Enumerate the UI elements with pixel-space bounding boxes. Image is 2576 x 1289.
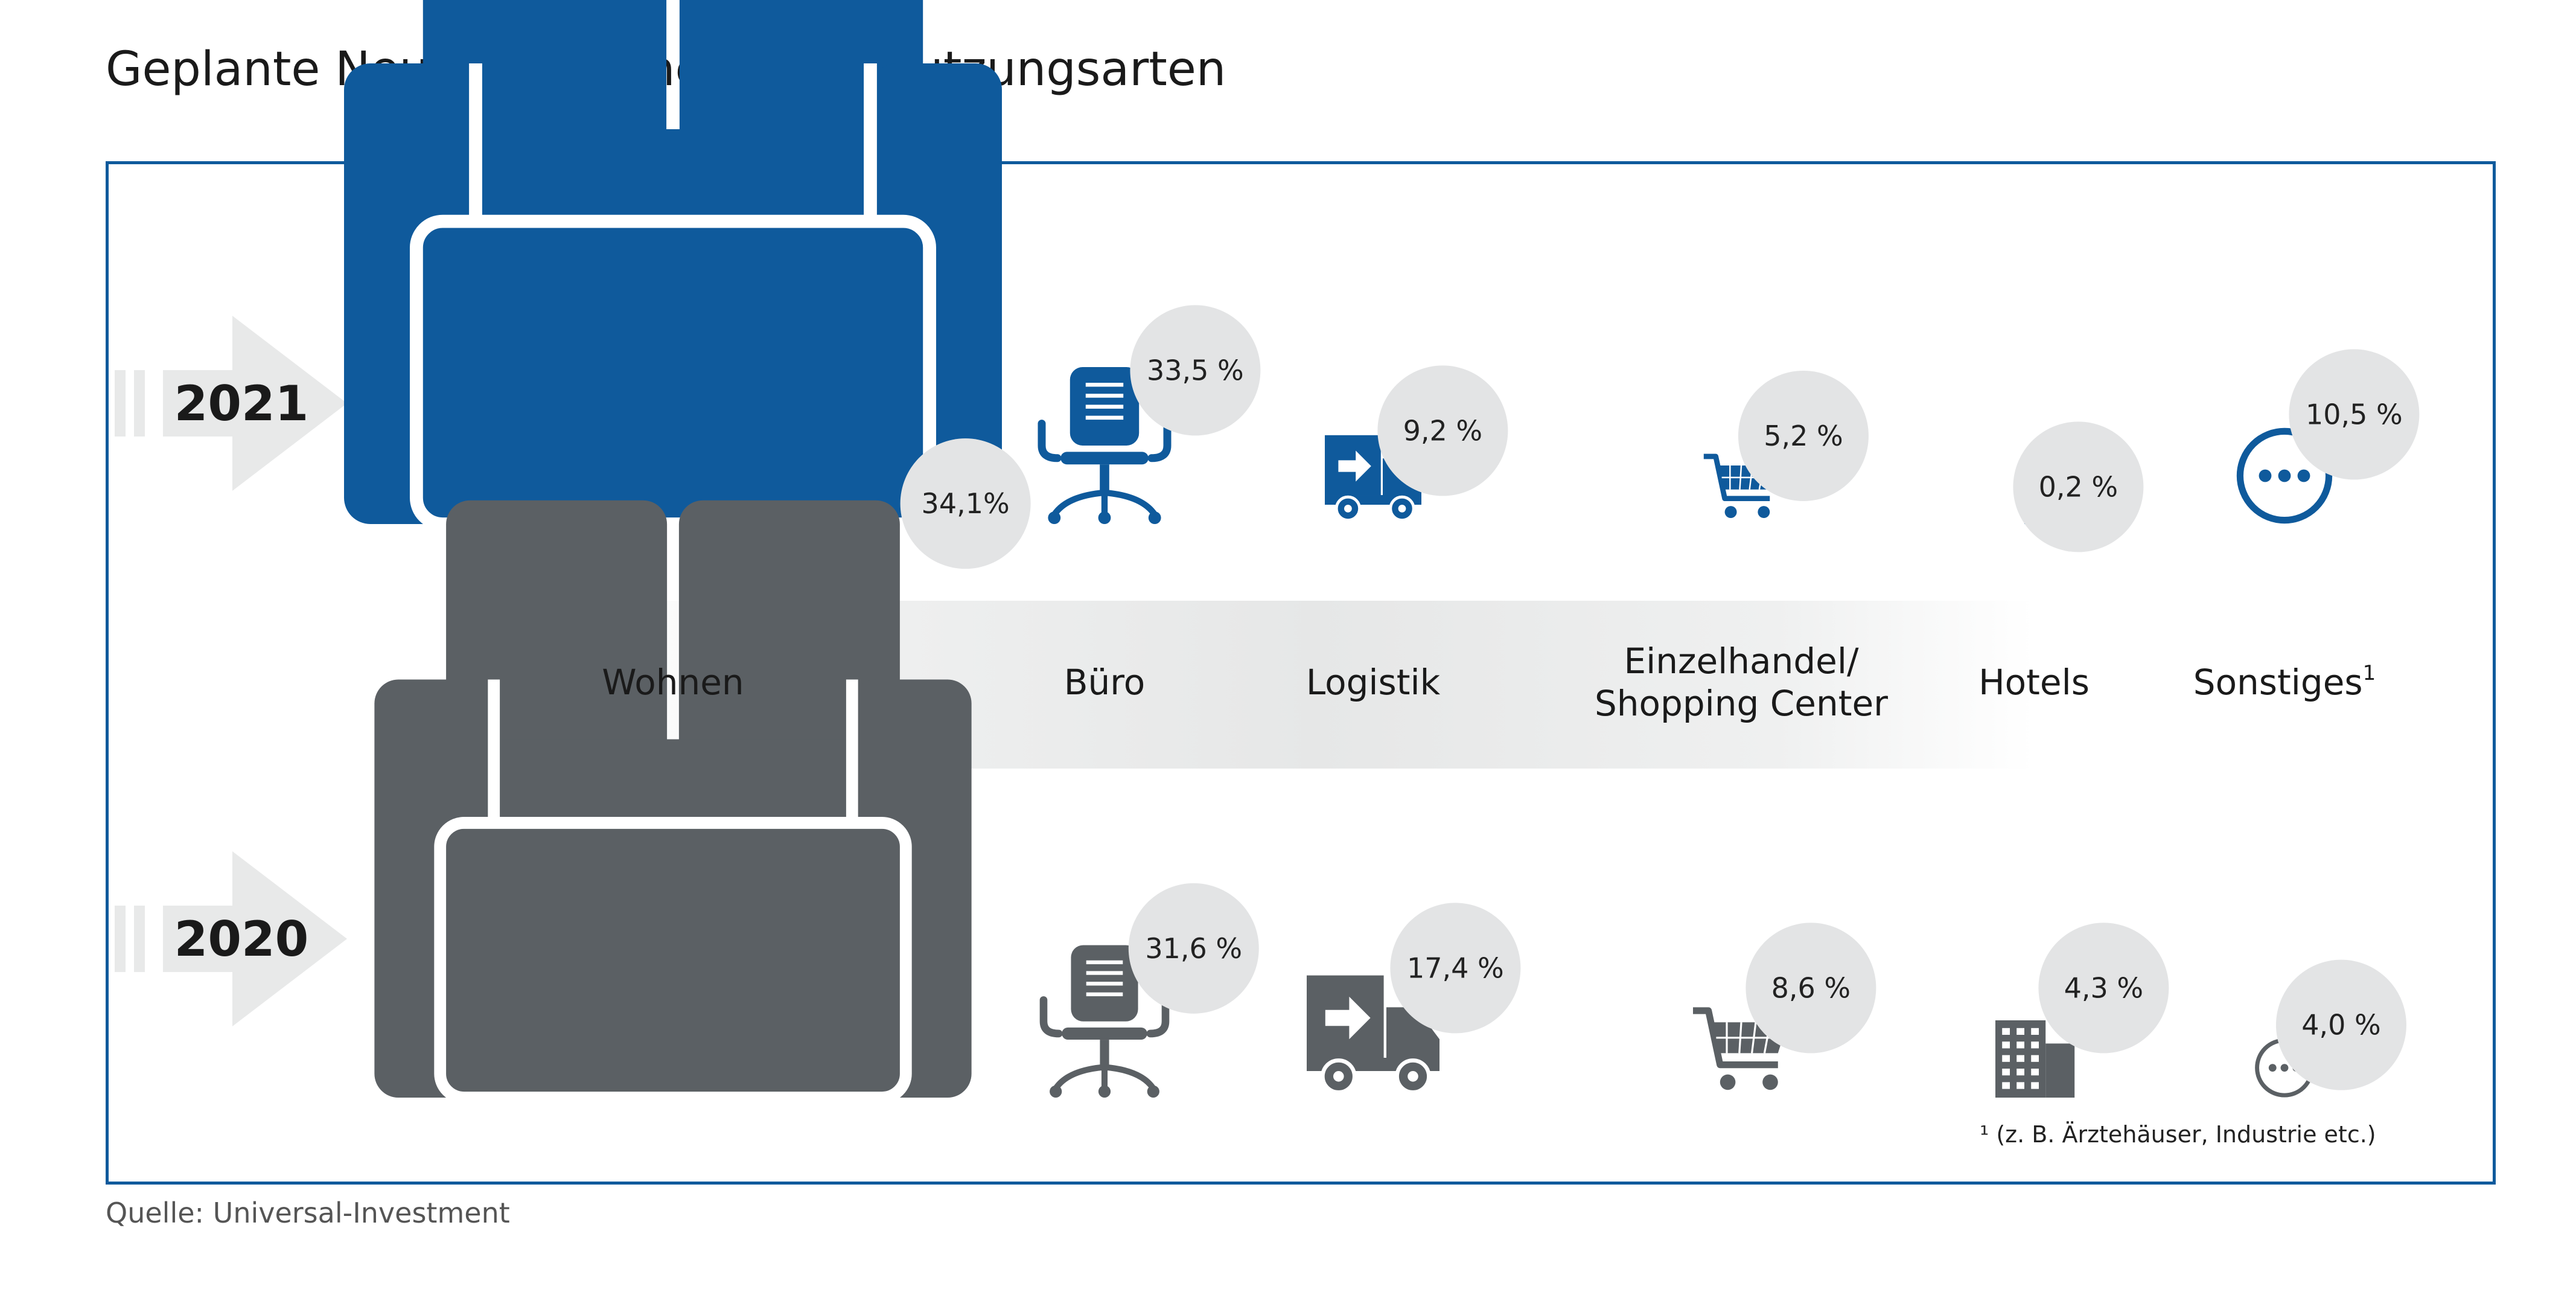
value-bubble-2020-2 xyxy=(1128,883,1259,1014)
category-label-5: Hotels xyxy=(1978,662,2090,703)
value-bubble-2020-4 xyxy=(1745,923,1876,1054)
value-bubble-2021-5 xyxy=(2013,421,2144,552)
category-label-2: Büro xyxy=(1064,662,1146,703)
value-label-2020-1: 34,1% xyxy=(922,487,1010,520)
value-label-2021-6: 10,5 % xyxy=(2306,398,2403,430)
truck-2020-icon xyxy=(1307,975,1439,1095)
year-label-2021: 2021 xyxy=(174,376,309,432)
value-label-2020-5: 4,3 % xyxy=(2064,971,2144,1004)
value-bubble-2021-2 xyxy=(1130,305,1261,436)
value-label-2021-2: 33,5 % xyxy=(1147,354,1244,386)
value-label-2021-4: 5,2 % xyxy=(1764,420,1843,452)
category-label-6: Sonstiges1 xyxy=(2193,661,2376,703)
footnote: ¹ (z. B. Ärztehäuser, Industrie etc.) xyxy=(1980,1121,2376,1148)
value-label-2020-3: 17,4 % xyxy=(1407,952,1504,984)
ellipsis-2021-icon xyxy=(2236,427,2333,524)
value-label-2020-2: 31,6 % xyxy=(1145,932,1242,965)
year-arrow-2021 xyxy=(115,316,347,491)
value-bubble-2020-5 xyxy=(2038,923,2169,1054)
value-bubble-2020-1 xyxy=(900,438,1031,569)
year-label-2020: 2020 xyxy=(174,911,309,967)
sofa-2021-icon xyxy=(344,0,1002,531)
year-arrow-2020 xyxy=(115,851,347,1026)
row-2020: 2020 34,1% 31,6 % 17,4 % 8,6 % 4,3 % 4,0 % xyxy=(115,438,2406,1104)
value-bubble-2020-6 xyxy=(2275,959,2406,1090)
category-label-3: Logistik xyxy=(1306,662,1441,703)
category-label-4: Einzelhandel/Shopping Center xyxy=(1595,641,1888,724)
category-label-1: Wohnen xyxy=(602,662,744,703)
value-label-2020-6: 4,0 % xyxy=(2301,1009,2381,1041)
value-bubble-2020-3 xyxy=(1390,903,1521,1034)
row-2021: 202141,4%33,5 %9,2 %5,2 %0,2 %10,5 % xyxy=(115,0,2420,552)
office-chair-2021-icon xyxy=(1038,367,1172,524)
value-bubble-2021-6 xyxy=(2289,349,2420,480)
chart-frame xyxy=(106,161,2496,1185)
source-note: Quelle: Universal-Investment xyxy=(106,1197,510,1229)
hotel-building-2020-icon xyxy=(1995,1020,2075,1098)
value-label-2021-3: 9,2 % xyxy=(1403,414,1483,447)
office-chair-2020-icon xyxy=(1039,945,1170,1098)
sofa-2020-icon xyxy=(374,500,972,1104)
value-bubble-2021-3 xyxy=(1377,365,1508,496)
value-label-2021-5: 0,2 % xyxy=(2039,470,2119,503)
value-label-2020-4: 8,6 % xyxy=(1771,971,1851,1004)
value-bubble-2021-4 xyxy=(1738,370,1869,501)
